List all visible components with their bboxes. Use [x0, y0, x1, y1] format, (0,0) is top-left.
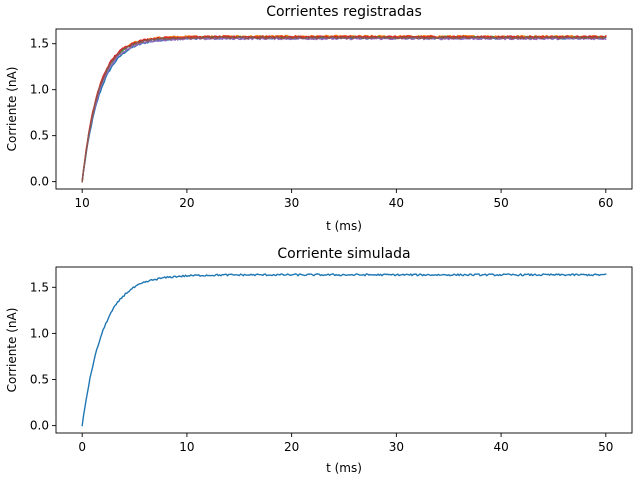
x-tick-label-simulated: 20 — [284, 440, 299, 454]
x-ticks-recorded: 10 20 30 40 50 60 — [75, 189, 613, 210]
x-axis-label-simulated: t (ms) — [326, 461, 362, 475]
y-tick-label-simulated: 0.5 — [30, 373, 49, 387]
x-tick-label-recorded: 60 — [598, 196, 613, 210]
y-tick-label-simulated: 0.0 — [30, 419, 49, 433]
series-line-simulated-1 — [81, 273, 607, 427]
x-tick-label-simulated: 30 — [389, 440, 404, 454]
x-tick-label-recorded: 40 — [389, 196, 404, 210]
y-ticks-simulated: 0.0 0.5 1.0 1.5 — [30, 280, 56, 433]
x-tick-label-recorded: 30 — [284, 196, 299, 210]
series-group-simulated — [81, 273, 607, 427]
y-tick-label-simulated: 1.5 — [30, 280, 49, 294]
x-tick-label-recorded: 50 — [493, 196, 508, 210]
x-tick-label-simulated: 50 — [598, 440, 613, 454]
title-recorded: Corrientes registradas — [266, 4, 422, 20]
x-ticks-simulated: 0 10 20 30 40 50 — [78, 433, 613, 454]
title-simulated: Corriente simulada — [277, 246, 410, 262]
x-tick-label-simulated: 0 — [78, 440, 86, 454]
x-tick-label-recorded: 10 — [75, 196, 90, 210]
subplot-simulated: Corriente simulada 0 10 20 30 40 50 0.0 0.5 1.0… — [5, 246, 633, 475]
y-axis-label-recorded: Corriente (nA) — [5, 67, 19, 152]
x-tick-label-simulated: 10 — [179, 440, 194, 454]
y-axis-label-simulated: Corriente (nA) — [5, 308, 19, 393]
y-tick-label-recorded: 1.5 — [30, 37, 49, 51]
series-group-recorded — [81, 34, 607, 183]
x-axis-label-recorded: t (ms) — [326, 219, 362, 233]
series-line-recorded-6 — [81, 36, 607, 183]
subplot-recorded: Corrientes registradas 10 20 30 40 50 60 0.00… — [5, 4, 633, 233]
y-ticks-recorded: 0.0 0.5 1.0 1.5 — [30, 37, 56, 189]
y-tick-label-simulated: 1.0 — [30, 326, 49, 340]
axes-frame-simulated — [55, 266, 633, 434]
y-tick-label-recorded: 0.0 — [30, 175, 49, 189]
x-tick-label-recorded: 20 — [179, 196, 194, 210]
y-tick-label-recorded: 1.0 — [30, 83, 49, 97]
y-tick-label-recorded: 0.5 — [30, 129, 49, 143]
x-tick-label-simulated: 40 — [493, 440, 508, 454]
axes-frame-recorded — [55, 28, 633, 190]
